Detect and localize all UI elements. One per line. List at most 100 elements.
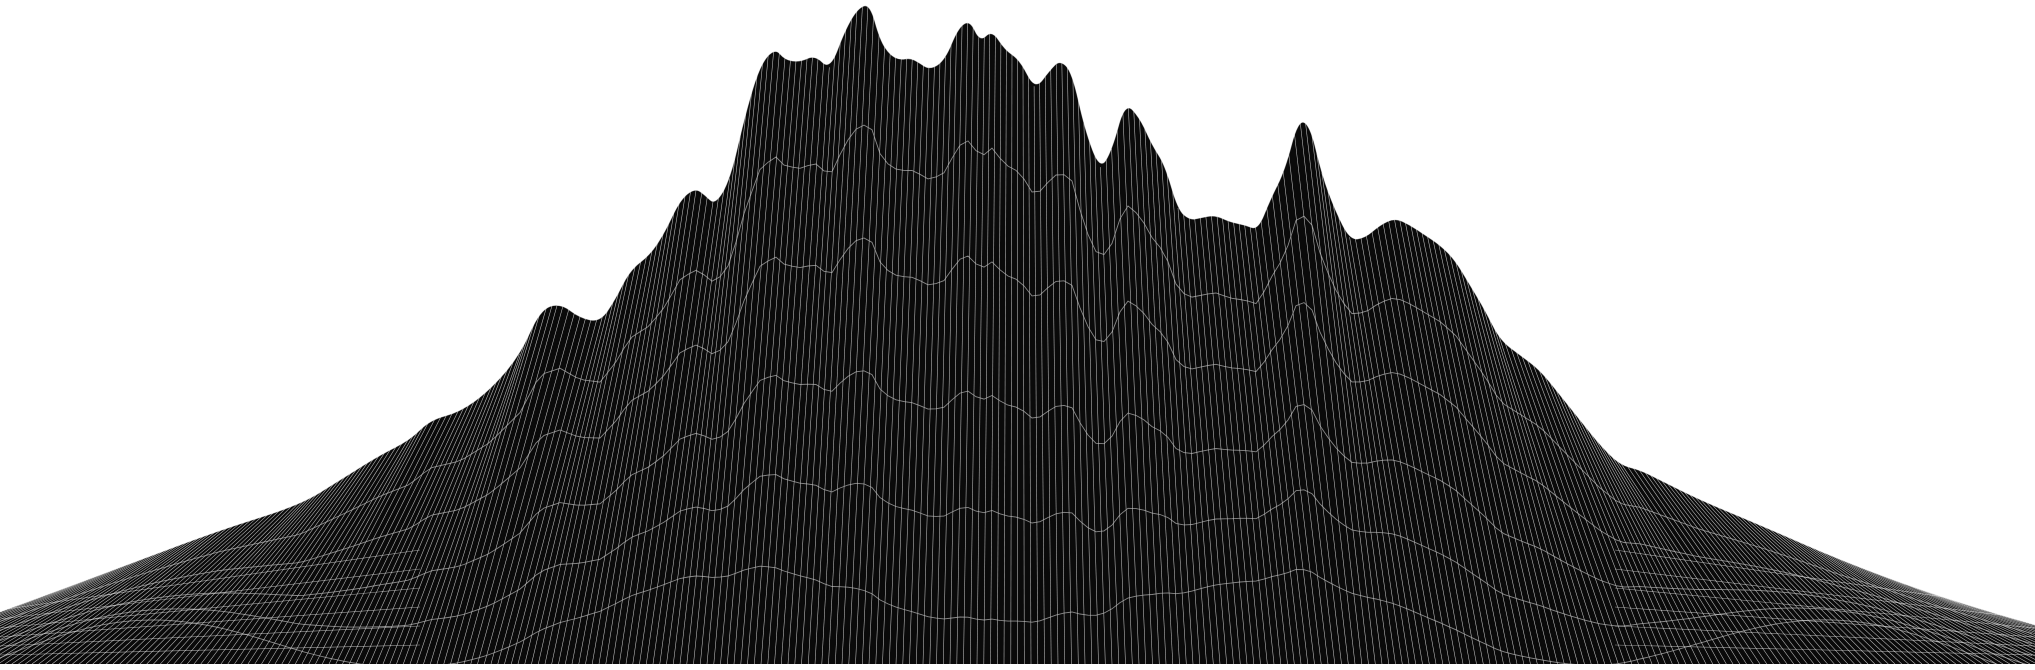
mesh-line <box>1216 213 1261 665</box>
mesh-line <box>1709 501 1862 665</box>
mesh-line <box>0 544 177 665</box>
mesh-line <box>666 178 730 665</box>
mesh-line <box>1343 226 1416 665</box>
ground-line <box>0 587 421 629</box>
mesh-line <box>0 571 105 665</box>
mesh-line <box>1316 149 1383 665</box>
mesh-line <box>1703 499 1855 665</box>
mesh-line <box>1094 154 1113 665</box>
mesh-line <box>1598 441 1727 665</box>
mesh-line <box>706 59 764 665</box>
mesh-line <box>970 37 980 665</box>
mesh-line <box>436 307 542 665</box>
mesh-line <box>1393 216 1477 665</box>
mesh-line <box>740 58 791 665</box>
mesh-line <box>119 508 282 665</box>
mesh-line <box>1615 458 1747 665</box>
mesh-line <box>1072 73 1086 665</box>
mesh-line <box>868 55 896 665</box>
mesh-line <box>335 410 459 665</box>
ridge-outline <box>0 5 2035 626</box>
mesh-line <box>1509 345 1619 665</box>
mesh-line <box>1576 413 1700 665</box>
mesh-line <box>1055 61 1066 665</box>
mesh-line <box>369 390 487 665</box>
mesh-line <box>1742 515 1902 665</box>
mesh-line <box>1753 520 1916 665</box>
mesh-line <box>504 319 598 665</box>
mesh-line <box>990 33 996 665</box>
mesh-line <box>1659 477 1801 665</box>
mesh-line <box>1133 109 1160 665</box>
mesh-line <box>497 318 592 665</box>
mesh-line <box>0 560 133 665</box>
mesh-line <box>0 550 160 665</box>
mesh-line <box>99 513 265 665</box>
mesh-line <box>1028 75 1032 665</box>
mesh-line <box>65 522 238 665</box>
mesh-line <box>1255 226 1309 665</box>
mesh-line <box>1836 556 2017 665</box>
mesh-line <box>1426 234 1518 665</box>
mesh-line <box>1532 362 1646 665</box>
mesh-line <box>1144 126 1174 665</box>
mesh-line <box>1759 522 1923 665</box>
mesh-line <box>85 517 254 665</box>
mesh-line <box>1003 48 1007 665</box>
mesh-line <box>1382 221 1464 665</box>
mesh-line <box>1570 406 1693 665</box>
mesh-line <box>1664 480 1808 665</box>
mesh-line <box>457 301 559 665</box>
mesh-line <box>1725 508 1882 665</box>
mesh-line <box>760 56 808 665</box>
mesh-line <box>166 490 321 665</box>
mesh-line <box>72 520 243 665</box>
mesh-line <box>1526 357 1639 665</box>
mesh-line <box>1487 313 1592 665</box>
mesh-line <box>889 57 913 665</box>
mesh-line <box>470 307 570 665</box>
mesh-line <box>1150 139 1180 665</box>
mesh-line <box>781 61 825 665</box>
mesh-line <box>1349 237 1423 665</box>
mesh-line <box>1288 153 1349 665</box>
mesh-line <box>1864 566 2035 665</box>
mesh-line <box>652 196 719 665</box>
mesh-line <box>423 329 531 665</box>
mesh-line <box>1388 219 1471 665</box>
mesh-line <box>52 525 227 665</box>
mesh-line <box>511 316 603 665</box>
mesh-line <box>1172 188 1207 665</box>
mesh-line <box>1127 103 1153 665</box>
mesh-line <box>146 500 304 665</box>
mesh-line <box>929 56 946 665</box>
mesh-line <box>214 466 360 665</box>
mesh-line <box>1161 157 1194 665</box>
ground-line <box>1614 625 2035 647</box>
mesh-line <box>1842 558 2024 665</box>
mesh-line <box>234 455 376 665</box>
mesh-line <box>1332 202 1403 665</box>
mesh-line <box>1233 220 1282 665</box>
mesh-line <box>133 505 293 665</box>
mesh-line <box>963 25 974 665</box>
mesh-line <box>241 452 382 665</box>
mesh-line <box>349 402 470 665</box>
mesh-line <box>1377 225 1457 665</box>
mesh-line <box>207 469 354 665</box>
mesh-line <box>38 529 216 665</box>
mesh-line <box>4 540 188 665</box>
mesh-line <box>382 379 498 665</box>
mesh-line <box>1227 218 1275 665</box>
mesh-line <box>1554 385 1673 665</box>
mesh-line <box>1908 583 2035 665</box>
mesh-line <box>18 535 199 665</box>
mesh-line <box>1238 221 1288 665</box>
ground-line <box>1614 606 2035 638</box>
mesh-line <box>1294 132 1356 665</box>
mesh-line <box>686 108 747 665</box>
mesh-line <box>187 479 337 665</box>
mesh-line <box>632 190 703 665</box>
mesh-line <box>1299 118 1363 665</box>
